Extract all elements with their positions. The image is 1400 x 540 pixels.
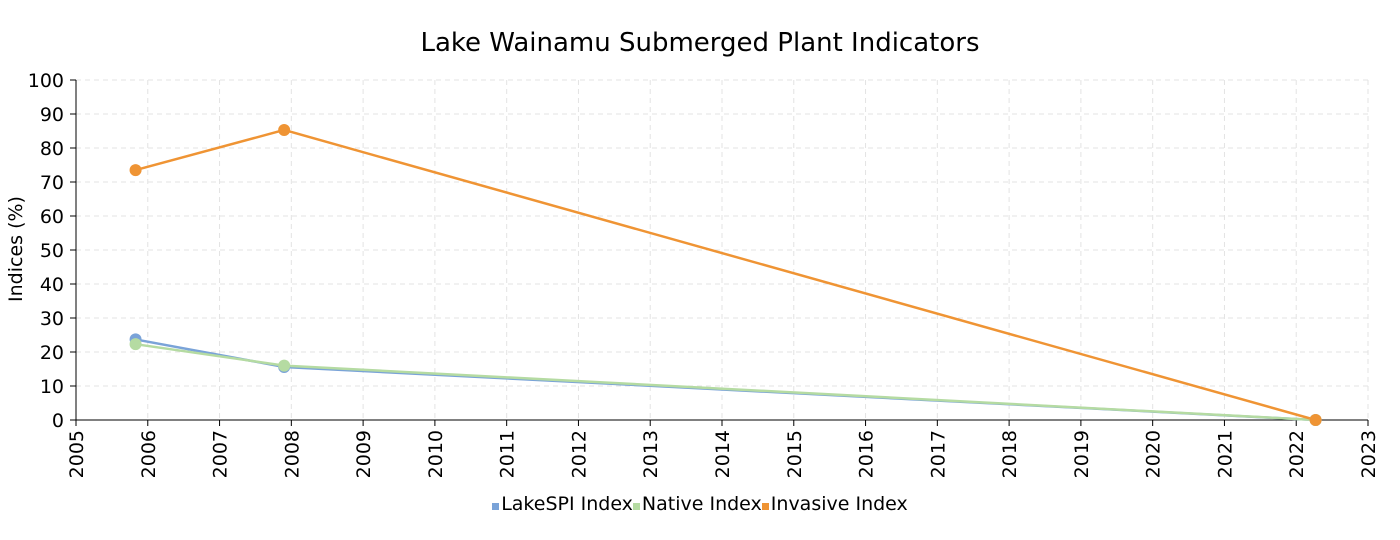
y-tick-labels: 0 10 20 30 40 50 60 70 80 90 100 — [28, 70, 76, 432]
legend-item[interactable]: LakeSPI Index — [492, 493, 633, 515]
x-tick-label: 2016 — [856, 430, 878, 478]
y-tick-label: 70 — [40, 172, 64, 194]
y-tick-label: 30 — [40, 308, 64, 330]
legend-swatch — [632, 502, 640, 510]
y-tick-label: 20 — [40, 342, 64, 364]
legend-item[interactable]: Native Index — [632, 493, 762, 515]
y-tick-label: 80 — [40, 138, 64, 160]
legend-label: LakeSPI Index — [501, 493, 633, 515]
y-tick-label: 100 — [28, 70, 64, 92]
x-tick-label: 2006 — [138, 430, 160, 478]
y-tick-label: 90 — [40, 104, 64, 126]
series-line-invasive-index — [135, 128, 1316, 422]
data-point-native-index — [129, 338, 142, 351]
x-tick-label: 2022 — [1286, 430, 1308, 478]
data-point-native-index — [278, 359, 291, 372]
x-tick-label: 2012 — [568, 430, 590, 478]
y-axis-label: Indices (%) — [5, 196, 27, 302]
x-tick-labels: 2005 2006 2007 2008 2009 2010 2011 2012 2013 2014… — [66, 420, 1380, 478]
x-tick-label: 2021 — [1214, 430, 1236, 478]
x-tick-label: 2010 — [425, 430, 447, 478]
x-tick-label: 2014 — [712, 430, 734, 478]
data-point-invasive-index — [278, 123, 291, 136]
legend-label: Invasive Index — [770, 493, 908, 515]
data-point-invasive-index — [1309, 414, 1322, 426]
legend-item[interactable]: Invasive Index — [761, 493, 908, 515]
y-tick-label: 60 — [40, 206, 64, 228]
x-tick-label: 2009 — [353, 430, 375, 478]
legend-swatch — [761, 502, 769, 510]
y-tick-label: 50 — [40, 240, 64, 262]
y-tick-label: 0 — [52, 410, 64, 432]
chart-title: Lake Wainamu Submerged Plant Indicators — [420, 28, 980, 58]
legend-label: Native Index — [641, 493, 762, 515]
x-tick-label: 2017 — [927, 430, 949, 478]
x-tick-label: 2015 — [784, 430, 806, 478]
x-tick-label: 2020 — [1143, 430, 1165, 478]
x-tick-label: 2023 — [1358, 430, 1380, 478]
legend: LakeSPI Index Native Index Invasive Index — [0, 493, 1400, 515]
legend-swatch — [492, 502, 500, 510]
y-tick-label: 10 — [40, 376, 64, 398]
x-tick-label: 2011 — [497, 430, 519, 478]
x-tick-label: 2018 — [999, 430, 1021, 478]
x-tick-label: 2008 — [281, 430, 303, 478]
y-tick-label: 40 — [40, 274, 64, 296]
series-line-native-index — [135, 342, 1316, 422]
x-tick-label: 2007 — [210, 430, 232, 478]
grid-lines — [76, 79, 1369, 420]
x-tick-label: 2005 — [66, 430, 88, 478]
series-lines — [129, 123, 1322, 426]
data-point-invasive-index — [129, 164, 142, 177]
x-tick-label: 2019 — [1071, 430, 1093, 478]
x-tick-label: 2013 — [640, 430, 662, 478]
